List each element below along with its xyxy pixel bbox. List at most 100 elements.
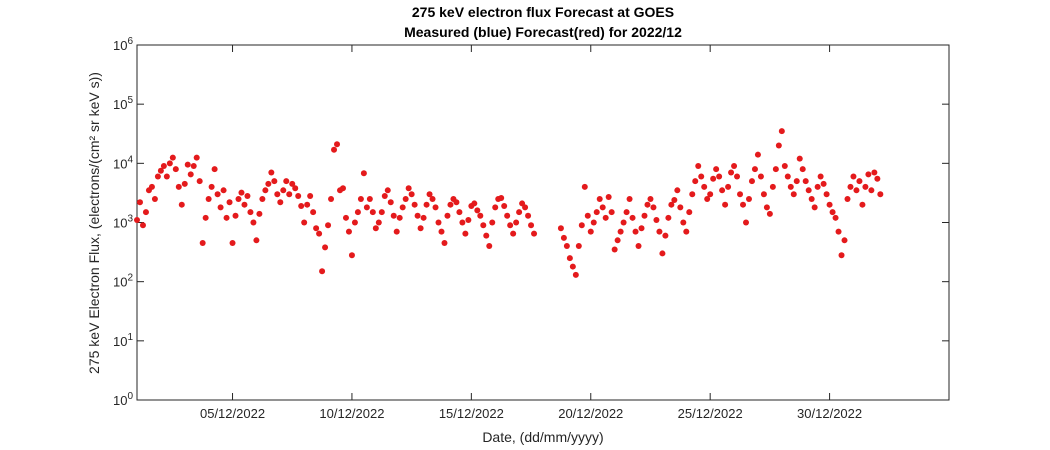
data-point	[241, 201, 248, 208]
data-point	[856, 178, 863, 185]
data-point	[674, 187, 681, 194]
data-point	[390, 212, 397, 219]
data-point	[259, 195, 266, 202]
data-point	[474, 207, 481, 214]
data-point	[751, 166, 758, 173]
data-point	[793, 178, 800, 185]
data-point	[808, 195, 815, 202]
data-point	[328, 195, 335, 202]
data-point	[862, 183, 869, 190]
data-point	[692, 178, 699, 185]
data-point	[226, 199, 233, 206]
data-point	[790, 191, 797, 198]
y-tick-label: 103	[113, 214, 133, 231]
data-point	[348, 252, 355, 259]
x-tick-label: 30/12/2022	[797, 406, 862, 421]
data-point	[566, 255, 573, 262]
data-point	[695, 163, 702, 170]
data-point	[256, 210, 263, 217]
data-point	[238, 189, 245, 196]
data-point	[614, 237, 621, 244]
data-point	[211, 166, 218, 173]
data-point	[560, 234, 567, 241]
data-point	[757, 173, 764, 180]
data-point	[871, 169, 878, 176]
data-point	[665, 214, 672, 221]
data-point	[590, 219, 597, 226]
data-point	[859, 201, 866, 208]
data-point	[492, 204, 499, 211]
data-point	[486, 243, 493, 250]
data-point	[707, 191, 714, 198]
data-point	[781, 163, 788, 170]
data-point	[438, 228, 445, 235]
data-point	[202, 214, 209, 221]
data-point	[522, 204, 529, 211]
data-point	[748, 178, 755, 185]
data-point	[662, 232, 669, 239]
data-point	[268, 169, 275, 176]
data-point	[763, 204, 770, 211]
data-point	[199, 240, 206, 247]
data-point	[513, 219, 520, 226]
data-point	[286, 191, 293, 198]
data-point	[208, 183, 215, 190]
data-point	[250, 219, 257, 226]
data-point	[814, 183, 821, 190]
data-point	[584, 212, 591, 219]
data-point	[408, 191, 415, 198]
data-point	[301, 219, 308, 226]
data-point	[405, 185, 412, 192]
data-point	[498, 194, 505, 201]
data-point	[650, 204, 657, 211]
data-point	[148, 183, 155, 190]
data-point	[581, 183, 588, 190]
data-point	[262, 187, 269, 194]
data-point	[516, 209, 523, 216]
data-point	[713, 166, 720, 173]
data-point	[151, 195, 158, 202]
data-point	[832, 214, 839, 221]
data-point	[205, 195, 212, 202]
data-point	[593, 209, 600, 216]
data-point	[668, 201, 675, 208]
data-point	[360, 170, 367, 177]
data-point	[220, 187, 227, 194]
data-point	[719, 187, 726, 194]
data-point	[223, 214, 230, 221]
data-point	[775, 142, 782, 149]
data-point	[420, 214, 427, 221]
y-tick-label: 104	[113, 154, 133, 171]
data-point	[698, 173, 705, 180]
data-point	[432, 204, 439, 211]
data-point	[734, 173, 741, 180]
data-point	[805, 187, 812, 194]
data-point	[181, 180, 188, 187]
data-point	[772, 166, 779, 173]
data-point	[847, 183, 854, 190]
data-point	[811, 204, 818, 211]
data-point	[196, 178, 203, 185]
data-point	[456, 209, 463, 216]
y-tick-label: 102	[113, 273, 133, 290]
data-point	[841, 237, 848, 244]
data-point	[280, 187, 287, 194]
data-point	[363, 204, 370, 211]
data-point	[525, 212, 532, 219]
data-point	[701, 183, 708, 190]
data-point	[375, 219, 382, 226]
data-point	[402, 195, 409, 202]
data-point	[754, 151, 761, 158]
data-point	[289, 180, 296, 187]
data-point	[835, 228, 842, 235]
data-point	[307, 193, 314, 200]
data-point	[653, 217, 660, 224]
data-point	[572, 271, 579, 278]
data-point	[453, 199, 460, 206]
data-point	[295, 193, 302, 200]
data-point	[465, 217, 472, 224]
data-point	[602, 214, 609, 221]
data-point	[447, 201, 454, 208]
data-point	[483, 232, 490, 239]
y-tick-label: 105	[113, 95, 133, 112]
